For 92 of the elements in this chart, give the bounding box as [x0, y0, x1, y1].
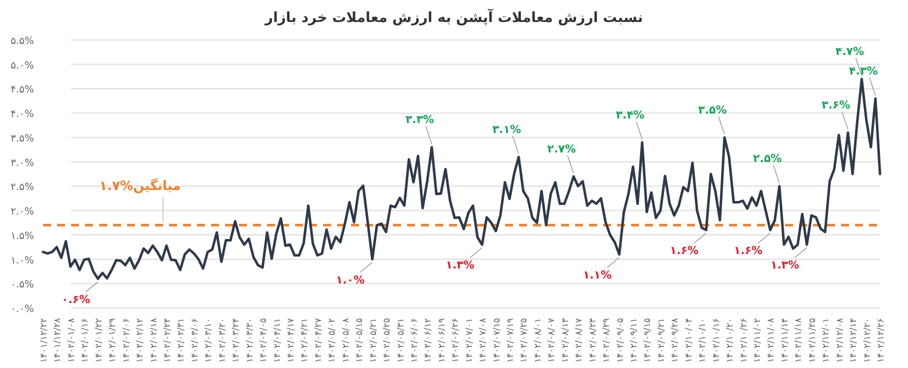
- x-tick-label: ۱۴۰۲/۰۴/۱۷: [286, 318, 296, 363]
- x-tick-label: ۱۴۰۲/۱۱/۱۸: [794, 318, 804, 363]
- x-tick-label: ۱۴۰۲/۱۱/۰۲: [753, 318, 764, 363]
- x-tick-label: ۱۴۰۲/۰۶/۲۶: [451, 318, 462, 363]
- x-tick-label: ۱۴۰۲/۰۴/۲۱: [300, 318, 310, 363]
- y-tick-label: ۲.۵%: [10, 182, 34, 194]
- x-tick-label: ۱۴۰۲/۱۲/۱۴: [849, 318, 860, 363]
- x-tick-label: ۱۴۰۲/۰۹/۱۱: [630, 318, 640, 363]
- data-label: ۲.۵%: [753, 152, 782, 166]
- x-tick-label: ۱۴۰۲/۰۷/۱۹: [506, 318, 516, 363]
- data-label: ۱.۶%: [734, 244, 763, 258]
- x-tick-label: ۱۴۰۲/۰۸/۱۳: [560, 318, 571, 363]
- x-tick-label: ۱۴۰۲/۰۸/۰۷: [547, 318, 558, 363]
- x-tick-label: ۱۴۰۲/۰۴/۲۷: [314, 318, 324, 363]
- x-tick-label: ۱۴۰۲/۰۴/۰۵: [259, 318, 270, 363]
- x-tick-label: ۱۴۰۲/۰۷/۱۵: [492, 318, 502, 363]
- x-tick-label: ۱۴۰۲/۱۰/۲۰: [726, 318, 736, 363]
- x-tick-label: ۱۴۰۲/۰۵/۲۱: [368, 318, 379, 363]
- x-tick-label: ۱۴۰۲/۱۰/۱۶: [712, 318, 722, 363]
- x-tick-label: ۱۴۰۲/۰۵/۱۵: [355, 318, 366, 363]
- x-tick-label: ۱۴۰۲/۰۳/۱۰: [204, 318, 214, 363]
- data-label: ۴.۷%: [835, 44, 864, 58]
- x-tick-label: ۱۴۰۱/۱۲/۲۲: [40, 318, 50, 363]
- data-label: ۱.۳%: [446, 258, 474, 272]
- data-label: ۳.۳%: [405, 113, 434, 126]
- chart-title: نسبت ارزش معاملات آپشن به ارزش معاملات خرد بازار: [264, 8, 643, 26]
- x-tick-label: ۱۴۰۲/۰۴/۱۱: [272, 318, 283, 363]
- x-tick-label: ۱۴۰۲/۰۲/۰۶: [122, 318, 132, 363]
- x-tick-label: ۱۴۰۲/۱۲/۲۶: [876, 318, 886, 363]
- x-tick-label: ۱۴۰۲/۱۰/۲۶: [739, 318, 750, 363]
- y-tick-label: ۱.۵%: [10, 230, 34, 242]
- x-tick-label: ۱۴۰۲/۰۱/۱۶: [80, 318, 91, 363]
- data-label: ۲.۷%: [547, 142, 576, 156]
- x-tick-label: ۱۴۰۲/۱۱/۱۴: [780, 318, 790, 363]
- y-tick-label: ۱.۰%: [10, 255, 34, 266]
- data-label: ۱.۱%: [582, 268, 612, 282]
- x-tick-label: ۱۴۰۲/۰۳/۰۶: [190, 318, 200, 363]
- x-tick-label: ۱۴۰۲/۰۳/۲۴: [232, 318, 242, 363]
- x-tick-label: ۱۴۰۲/۰۹/۰۵: [616, 318, 626, 363]
- data-label: ۰.۶%: [62, 292, 90, 306]
- data-label: ۱.۶%: [670, 244, 699, 258]
- x-tick-label: ۱۴۰۲/۰۵/۳۱: [396, 318, 406, 363]
- x-tick-label: ۱۴۰۲/۰۱/۲۲: [94, 318, 104, 363]
- x-tick-label: ۱۴۰۲/۰۵/۰۸: [341, 318, 352, 363]
- x-tick-label: ۱۴۰۲/۰۲/۱۸: [149, 318, 160, 363]
- x-tick-label: ۱۴۰۲/۰۱/۲۹: [108, 318, 118, 363]
- x-tick-label: ۱۴۰۲/۰۱/۰۸: [66, 318, 77, 363]
- x-tick-label: ۱۴۰۲/۱۱/۲۵: [808, 318, 818, 363]
- x-tick-label: ۱۴۰۲/۱۱/۰۸: [766, 318, 777, 363]
- x-tick-label: ۱۴۰۲/۰۵/۰۲: [328, 318, 338, 363]
- x-tick-label: ۱۴۰۲/۰۷/۰۱: [464, 318, 475, 363]
- x-tick-label: ۱۴۰۲/۱۲/۲۰: [862, 318, 873, 363]
- x-tick-label: ۱۴۰۲/۰۸/۰۱: [533, 318, 544, 363]
- y-tick-label: ۵.۵%: [10, 36, 34, 47]
- x-tick-label: ۱۴۰۲/۰۲/۲۴: [162, 318, 173, 363]
- x-tick-label: ۱۴۰۲/۰۵/۲۵: [382, 318, 393, 363]
- x-tick-label: ۱۴۰۲/۰۷/۰۸: [478, 318, 489, 363]
- x-tick-label: ۱۴۰۲/۱۲/۰۸: [835, 318, 846, 363]
- y-tick-label: ۲.۰%: [10, 206, 34, 218]
- x-tick-label: ۱۴۰۲/۰۹/۱۵: [643, 318, 654, 363]
- x-tick-label: ۱۴۰۲/۰۸/۱۷: [574, 318, 585, 363]
- x-tick-label: ۱۴۰۲/۰۶/۰۶: [410, 318, 420, 363]
- x-tick-label: ۱۴۰۲/۰۸/۲۹: [602, 318, 612, 363]
- x-tick-label: ۱۴۰۲/۰۳/۳۰: [245, 318, 256, 363]
- x-tick-label: ۱۴۰۲/۰۶/۱۲: [424, 318, 434, 363]
- ref-line-label: ۱.۷%میانگین: [99, 178, 181, 194]
- x-tick-label: ۱۴۰۲/۰۹/۲۸: [670, 318, 681, 363]
- y-tick-label: ۰.۵%: [10, 280, 34, 291]
- y-tick-label: ۴.۰%: [10, 109, 34, 120]
- x-tick-label: ۱۴۰۲/۰۶/۱۹: [437, 318, 448, 363]
- data-label: ۳.۴%: [616, 108, 644, 122]
- x-tick-label: ۱۴۰۲/۰۲/۳۱: [176, 318, 187, 363]
- data-label: ۱.۰%: [336, 273, 365, 286]
- data-label: ۱.۳%: [770, 258, 800, 272]
- x-tick-label: ۱۴۰۱/۱۲/۲۸: [53, 318, 64, 363]
- data-label: ۳.۶%: [822, 98, 850, 112]
- x-tick-label: ۱۴۰۲/۰۳/۲۰: [218, 318, 228, 363]
- x-tick-label: ۱۴۰۲/۰۲/۱۲: [136, 318, 146, 363]
- y-tick-label: ۳.۰%: [10, 158, 34, 169]
- x-tick-label: ۱۴۰۲/۰۹/۲۱: [656, 318, 667, 363]
- y-tick-label: ۴.۵%: [10, 84, 34, 96]
- x-tick-label: ۱۴۰۲/۱۰/۱۰: [698, 318, 708, 363]
- y-tick-label: ۳.۵%: [10, 133, 34, 144]
- x-tick-label: ۱۴۰۲/۱۰/۰۴: [684, 318, 694, 363]
- x-tick-label: ۱۴۰۲/۱۲/۰۱: [822, 318, 832, 363]
- data-label: ۳.۱%: [492, 122, 521, 136]
- y-tick-label: ۵.۰%: [10, 60, 34, 72]
- x-tick-label: ۱۴۰۲/۰۸/۲۳: [588, 318, 598, 363]
- y-tick-label: ۰.۰%: [10, 304, 34, 315]
- data-label: ۴.۳%: [849, 64, 878, 78]
- x-tick-label: ۱۴۰۲/۰۷/۲۵: [520, 318, 530, 363]
- data-label: ۳.۵%: [698, 103, 727, 116]
